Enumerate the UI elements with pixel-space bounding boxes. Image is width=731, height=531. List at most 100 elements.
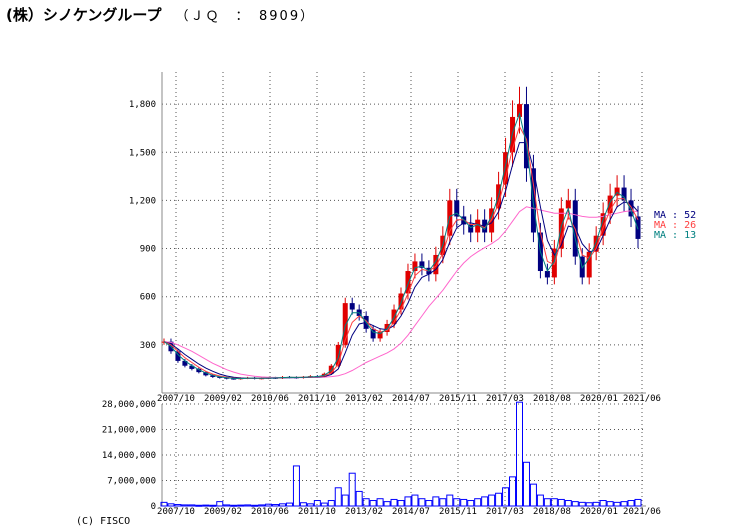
price-x-tick-label: 2011/10 xyxy=(298,394,336,404)
volume-bar xyxy=(341,494,349,507)
price-y-tick-label: 300 xyxy=(140,341,156,351)
price-x-tick-label: 2013/02 xyxy=(345,394,383,404)
candle-body xyxy=(544,271,550,278)
volume-bar xyxy=(327,500,335,507)
price-x-tick-label: 2021/06 xyxy=(623,394,661,404)
volume-bar xyxy=(306,503,314,507)
volume-bar xyxy=(292,465,300,507)
volume-bar xyxy=(529,483,537,507)
volume-bar xyxy=(230,504,238,507)
volume-x-tick-label: 2021/06 xyxy=(623,507,661,517)
volume-bar xyxy=(502,487,510,507)
volume-bar xyxy=(516,401,523,507)
volume-bar xyxy=(585,502,593,507)
volume-bar xyxy=(439,498,447,507)
copyright: (C) FISCO xyxy=(76,516,131,527)
candle-body xyxy=(349,303,355,310)
company-name: (株）シノケングループ xyxy=(6,6,162,24)
candle-body xyxy=(489,208,495,233)
candle-body xyxy=(600,213,606,236)
candle-body xyxy=(503,152,509,185)
volume-bar xyxy=(265,503,273,507)
candle-body xyxy=(210,375,216,377)
volume-bar xyxy=(599,500,607,507)
candle-body xyxy=(377,332,383,339)
candle-body xyxy=(342,303,348,345)
ma-legend-label: MA : 52 xyxy=(654,210,696,221)
volume-bar xyxy=(481,496,489,507)
volume-bar xyxy=(237,504,245,507)
volume-bar xyxy=(202,504,210,507)
candle-body xyxy=(607,195,613,214)
volume-bar xyxy=(446,494,454,507)
volume-x-tick-label: 2010/06 xyxy=(251,507,289,517)
candle-body xyxy=(454,200,460,217)
volume-x-tick-label: 2015/11 xyxy=(439,507,477,517)
volume-bar xyxy=(411,494,419,507)
candle-body xyxy=(175,351,181,361)
volume-bar xyxy=(634,498,642,507)
volume-bar xyxy=(474,498,482,507)
candle-body xyxy=(196,368,202,373)
price-y-tick-label: 900 xyxy=(140,245,156,255)
price-y-tick-label: 600 xyxy=(140,293,156,303)
candle-body xyxy=(217,376,223,378)
volume-bar xyxy=(348,472,356,507)
volume-bar xyxy=(627,500,635,507)
volume-bar xyxy=(522,461,530,507)
volume-bar xyxy=(550,498,558,507)
volume-bar xyxy=(557,498,565,507)
price-x-tick-label: 2009/02 xyxy=(204,394,242,404)
volume-bar xyxy=(313,500,321,507)
candle-body xyxy=(182,360,188,366)
volume-bar xyxy=(578,501,586,507)
price-x-tick-label: 2010/06 xyxy=(251,394,289,404)
candle-body xyxy=(468,224,474,233)
price-y-tick-label: 1,200 xyxy=(129,196,156,206)
page-title: (株）シノケングループ （ＪＱ ： 8909） xyxy=(6,4,315,25)
volume-bar xyxy=(460,498,468,507)
volume-bar xyxy=(258,504,266,507)
price-y-tick-label: 1,500 xyxy=(129,148,156,158)
volume-x-tick-label: 2018/08 xyxy=(533,507,571,517)
volume-bar xyxy=(369,500,377,507)
volume-bar xyxy=(195,504,203,507)
price-x-tick-label: 2017/03 xyxy=(486,394,524,404)
candle-body xyxy=(586,251,592,278)
volume-bar xyxy=(251,504,259,507)
volume-bar xyxy=(613,501,621,507)
candle-body xyxy=(370,328,376,339)
volume-bar xyxy=(536,494,544,507)
volume-bar xyxy=(564,500,572,507)
volume-bar xyxy=(383,501,391,507)
volume-bar xyxy=(453,498,461,507)
candle-body xyxy=(419,261,425,268)
volume-bar xyxy=(509,476,517,507)
candle-body xyxy=(259,378,265,380)
volume-y-tick-label: 0 xyxy=(151,502,156,512)
volume-bar xyxy=(167,503,175,507)
candle-body xyxy=(231,378,237,380)
volume-bar xyxy=(543,498,551,507)
volume-bar xyxy=(397,500,405,507)
volume-x-tick-label: 2007/10 xyxy=(157,507,195,517)
volume-y-tick-label: 21,000,000 xyxy=(102,426,156,436)
volume-bar xyxy=(279,503,286,507)
volume-bar xyxy=(488,494,496,507)
volume-bar xyxy=(495,492,503,507)
ma26-line xyxy=(163,125,639,379)
volume-bars xyxy=(160,401,642,507)
volume-x-tick-label: 2011/10 xyxy=(298,507,336,517)
candle-body xyxy=(621,187,627,201)
candle-body xyxy=(517,104,522,117)
volume-bar xyxy=(355,490,363,507)
volume-bar xyxy=(244,504,252,507)
candle-body xyxy=(475,219,481,233)
volume-bar xyxy=(467,500,475,507)
volume-bar xyxy=(390,498,398,507)
candle-body xyxy=(593,235,599,252)
candle-body xyxy=(433,254,439,275)
volume-x-tick-label: 2009/02 xyxy=(204,507,242,517)
volume-bar xyxy=(425,500,433,507)
